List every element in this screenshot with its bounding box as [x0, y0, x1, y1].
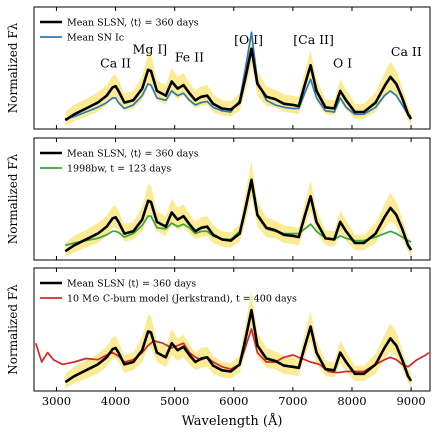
line-annotation: O I [333, 56, 352, 71]
panel-2: Normalized Fλ Mean SLSN, ⟨t⟩ = 360 days 19… [6, 137, 431, 261]
y-axis-label: Normalized Fλ [6, 284, 20, 375]
legend-entry: Mean SLSN ⟨t⟩ = 360 days [67, 279, 196, 290]
x-tick-label: 5000 [160, 394, 189, 408]
uncertainty-band [65, 291, 412, 388]
panel-3: 3000 4000 5000 6000 7000 8000 9000 Normalized F… [6, 267, 431, 408]
legend-entry: 10 M⊙ C-burn model (Jerkstrand), t = 400… [67, 294, 297, 305]
x-tick-label: 8000 [337, 394, 366, 408]
panel-1: Normalized Fλ Mean SLSN, ⟨t⟩ = 360 days Me… [6, 6, 431, 130]
line-annotation: Ca II [391, 44, 422, 59]
y-axis-label: Normalized Fλ [6, 22, 20, 113]
x-tick-label: 7000 [278, 394, 307, 408]
panel-frame [33, 267, 431, 392]
panel-plot-area [64, 30, 413, 127]
uncertainty-band [65, 30, 412, 127]
line-annotation: Mg I] [133, 41, 168, 56]
y-axis-label: Normalized Fλ [6, 153, 20, 244]
series-line-mean [64, 178, 413, 253]
legend-entry: 1998bw, t = 123 days [67, 164, 171, 175]
legend-entry: Mean SLSN, ⟨t⟩ = 360 days [67, 149, 199, 160]
x-axis-label: Wavelength (Å) [182, 413, 283, 429]
panel-frame [33, 137, 431, 261]
line-annotation: [Ca II] [293, 32, 334, 47]
line-annotation: Fe II [175, 50, 204, 65]
series-line-mean [64, 308, 413, 384]
panel-plot-area [64, 161, 413, 257]
legend-entry: Mean SLSN, ⟨t⟩ = 360 days [67, 18, 199, 29]
panel-frame [33, 6, 431, 130]
x-tick-label: 3000 [42, 394, 71, 408]
line-annotation: [O I] [234, 32, 263, 47]
panel-plot-area [34, 291, 430, 388]
legend-entry: Mean SN Ic [67, 33, 124, 44]
uncertainty-band [65, 161, 412, 257]
x-tick-label: 4000 [101, 394, 130, 408]
x-tick-label: 9000 [396, 394, 425, 408]
series-line-mean [64, 47, 413, 122]
x-tick-label: 6000 [219, 394, 248, 408]
line-annotation: Ca II [100, 56, 131, 71]
